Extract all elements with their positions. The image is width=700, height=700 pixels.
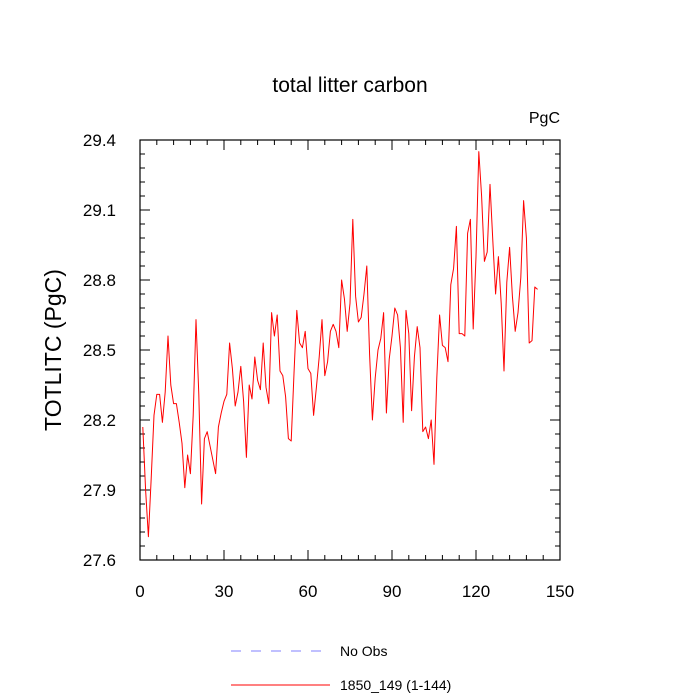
y-tick-label: 28.2	[83, 411, 116, 430]
x-tick-label: 90	[383, 582, 402, 601]
units-label: PgC	[529, 110, 560, 127]
y-tick-label: 28.8	[83, 271, 116, 290]
legend: No Obs 1850_149 (1-144)	[231, 643, 451, 693]
y-tick-label: 29.4	[83, 131, 116, 150]
axis-ticks	[139, 139, 561, 561]
y-tick-label: 28.5	[83, 341, 116, 360]
y-tick-label: 29.1	[83, 201, 116, 220]
series-layer	[142, 151, 538, 538]
series-line-1850-149	[142, 151, 538, 538]
y-tick-label: 27.9	[83, 481, 116, 500]
x-tick-label: 60	[299, 582, 318, 601]
x-tick-label: 30	[215, 582, 234, 601]
y-tick-label: 27.6	[83, 551, 116, 570]
legend-label-1850-149: 1850_149 (1-144)	[340, 677, 451, 693]
x-tick-label: 150	[546, 582, 574, 601]
x-tick-label: 0	[135, 582, 144, 601]
legend-label-no-obs: No Obs	[340, 643, 387, 659]
tick-labels: 0 30 60 90 120 150 27.6 27.9 28.2 28.5 28.8 29.1 29.…	[83, 131, 574, 601]
y-axis-label: TOTLITC (PgC)	[40, 269, 66, 431]
x-tick-label: 120	[462, 582, 490, 601]
chart-title: total litter carbon	[272, 74, 427, 97]
plot-frame	[139, 139, 561, 561]
